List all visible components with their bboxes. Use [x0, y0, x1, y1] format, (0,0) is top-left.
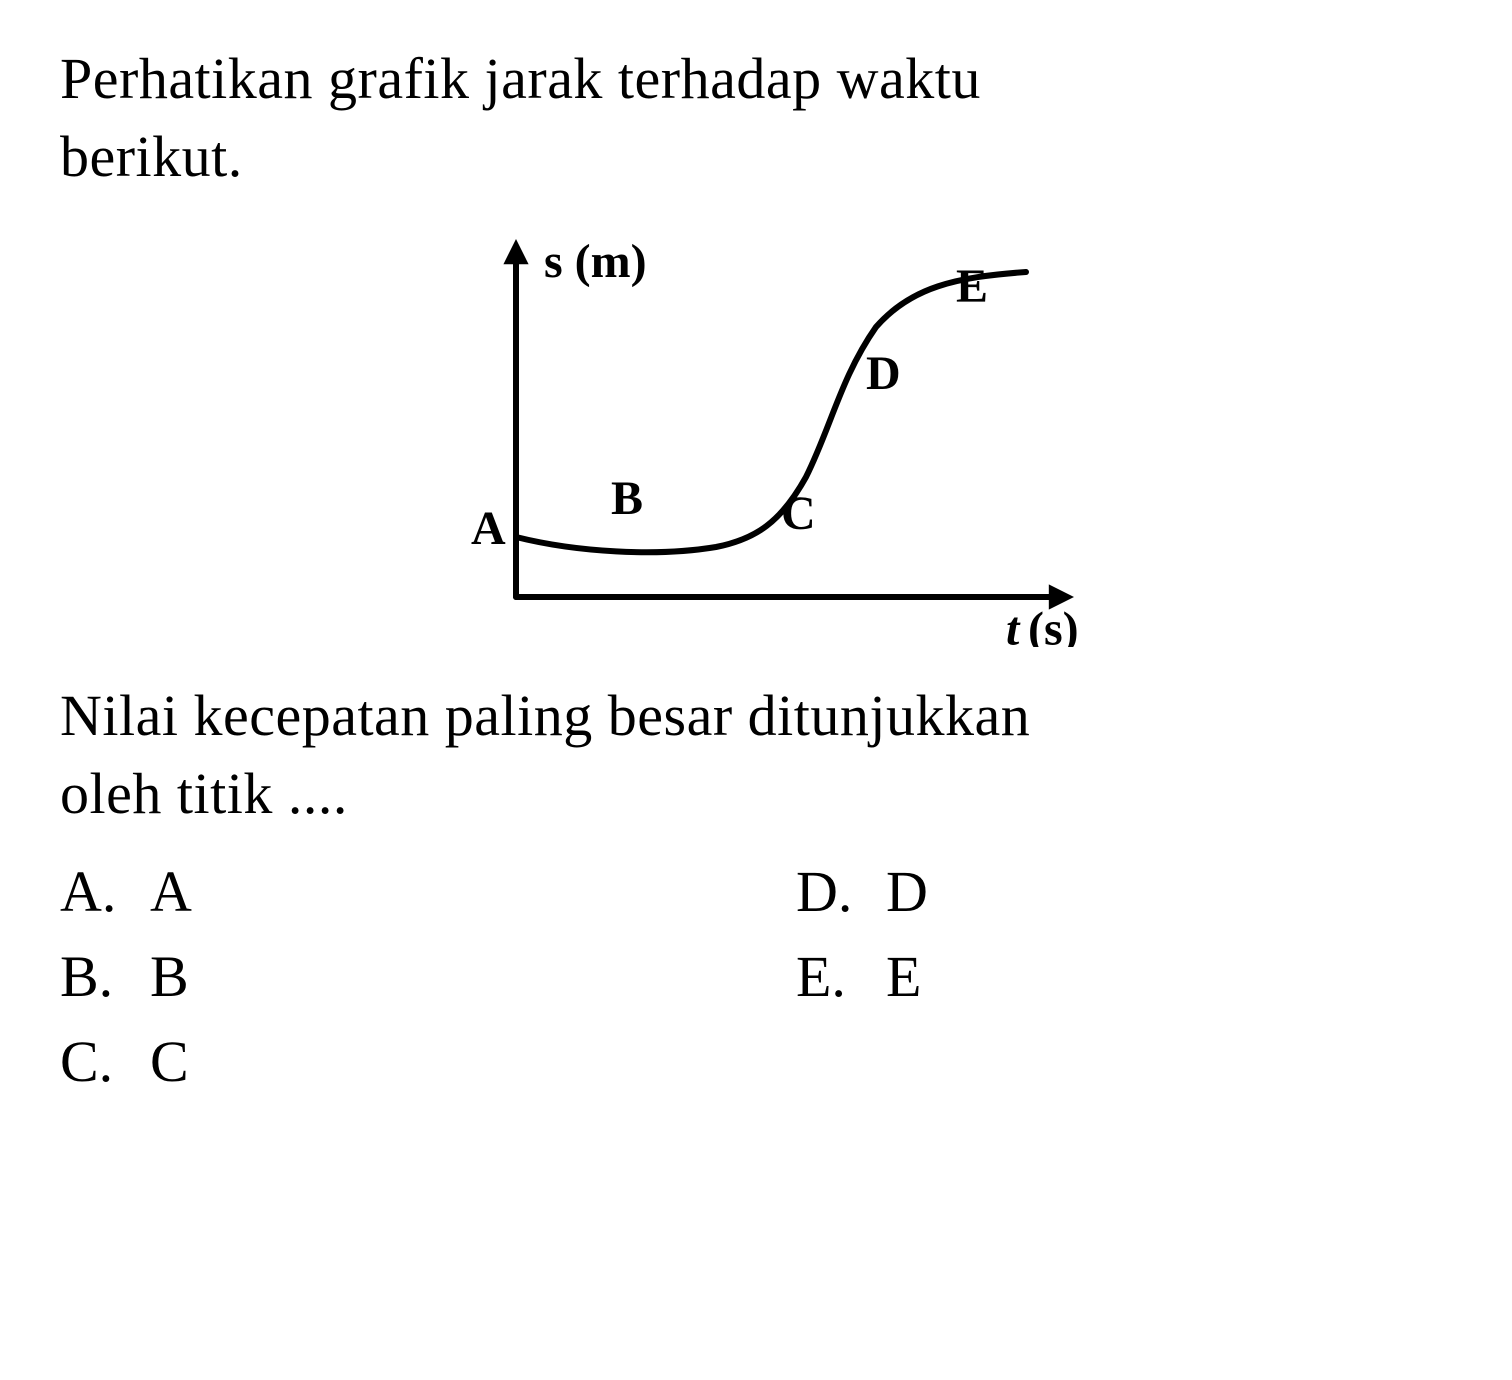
option-value: C: [150, 1028, 189, 1095]
graph-container: A B C D Es (m) t (s): [60, 227, 1452, 647]
svg-text:D: D: [866, 346, 901, 399]
option-c: C. C: [60, 1028, 716, 1095]
option-value: D: [886, 858, 928, 925]
option-letter: D.: [796, 858, 886, 925]
option-letter: E.: [796, 943, 886, 1010]
svg-text:t: t: [1006, 602, 1021, 646]
svg-text:(s): (s): [1028, 602, 1079, 646]
option-d: D. D: [796, 858, 1452, 925]
distance-time-graph: A B C D Es (m) t (s): [396, 227, 1116, 647]
question-line-1: Perhatikan grafik jarak terhadap waktu: [60, 46, 981, 111]
option-value: E: [886, 943, 921, 1010]
option-letter: B.: [60, 943, 150, 1010]
sub-question-line-1: Nilai kecepatan paling besar ditunjukkan: [60, 683, 1030, 748]
question-line-2: berikut.: [60, 124, 243, 189]
sub-question-text: Nilai kecepatan paling besar ditunjukkan…: [60, 677, 1452, 834]
option-value: A: [150, 858, 192, 925]
option-b: B. B: [60, 943, 716, 1010]
svg-text:E: E: [956, 259, 988, 312]
option-letter: A.: [60, 858, 150, 925]
option-letter: C.: [60, 1028, 150, 1095]
sub-question-line-2: oleh titik ....: [60, 761, 348, 826]
option-a: A. A: [60, 858, 716, 925]
svg-text:C: C: [781, 486, 816, 539]
options-list: A. A D. D B. B E. E C. C: [60, 858, 1452, 1095]
svg-text:B: B: [611, 471, 643, 524]
svg-text:s (m): s (m): [544, 235, 647, 288]
option-e: E. E: [796, 943, 1452, 1010]
option-value: B: [150, 943, 189, 1010]
question-text: Perhatikan grafik jarak terhadap waktu b…: [60, 40, 1452, 197]
svg-text:A: A: [471, 501, 506, 554]
